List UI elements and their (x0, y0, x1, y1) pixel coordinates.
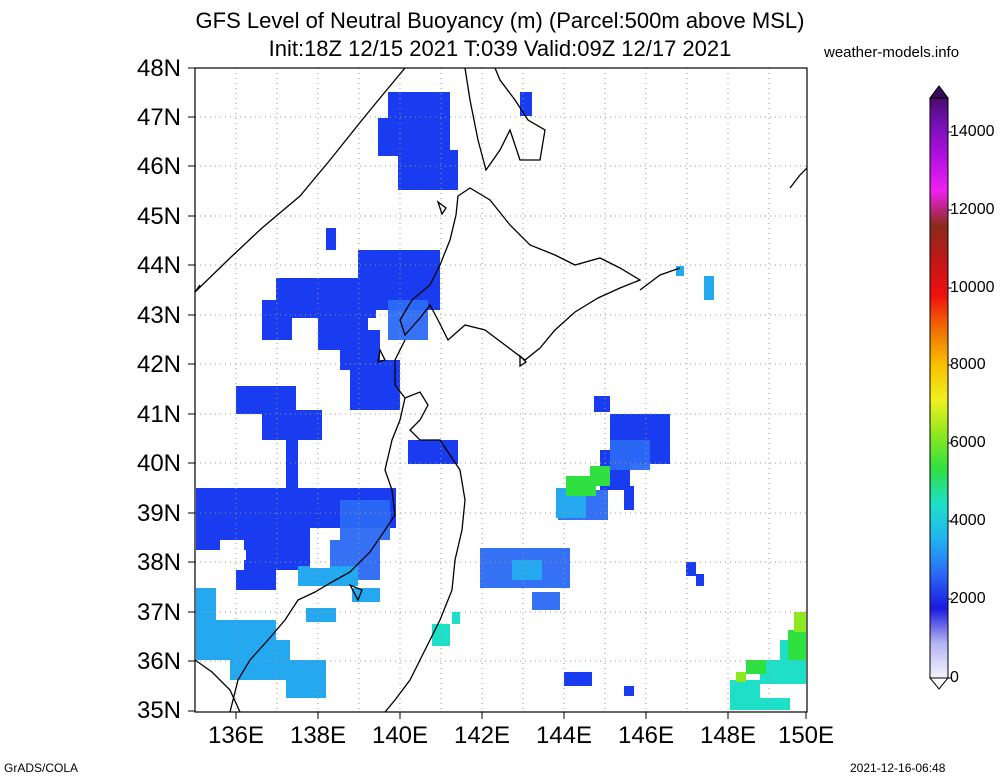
lat-label: 36N (136, 648, 181, 675)
colorbar-label: 10000 (950, 279, 995, 296)
colorbar-label: 0 (950, 669, 959, 686)
colorbar-label: 6000 (950, 434, 986, 451)
buoyancy-field (196, 92, 806, 710)
lat-label: 46N (136, 153, 181, 180)
lat-label: 35N (136, 697, 181, 724)
lat-label: 47N (136, 104, 181, 131)
colorbar-top-arrow (929, 85, 949, 99)
colorbar (928, 85, 952, 690)
colorbar-label: 8000 (950, 356, 986, 373)
lon-label: 136E (207, 722, 265, 749)
footer-software: GrADS/COLA (4, 761, 79, 775)
axis-ticks (188, 67, 807, 719)
lat-label: 41N (136, 401, 181, 428)
lat-label: 45N (136, 203, 181, 230)
lat-label: 48N (136, 55, 181, 82)
grid-lines (195, 68, 807, 712)
lon-label: 148E (699, 722, 757, 749)
lon-label: 138E (289, 722, 347, 749)
lat-label: 44N (136, 252, 181, 279)
colorbar-bottom-arrow (928, 677, 950, 690)
lat-label: 43N (136, 302, 181, 329)
site-credit: weather-models.info (824, 44, 960, 61)
map-subtitle: Init:18Z 12/15 2021 T:039 Valid:09Z 12/1… (268, 36, 732, 61)
map-title: GFS Level of Neutral Buoyancy (m) (Parce… (195, 8, 805, 33)
footer-timestamp: 2021-12-16-06:48 (850, 761, 946, 775)
colorbar-label: 2000 (950, 590, 986, 607)
plot-frame (194, 67, 808, 713)
colorbar-scale (929, 97, 949, 679)
lon-label: 146E (617, 722, 675, 749)
lat-label: 39N (136, 500, 181, 527)
lon-label: 144E (535, 722, 593, 749)
lat-label: 42N (136, 351, 181, 378)
lon-label: 150E (777, 722, 835, 749)
lat-label: 37N (136, 599, 181, 626)
lon-label: 140E (371, 722, 429, 749)
coastlines (195, 68, 807, 712)
colorbar-label: 14000 (950, 123, 995, 140)
lat-label: 38N (136, 549, 181, 576)
colorbar-label: 12000 (950, 201, 995, 218)
lon-label: 142E (453, 722, 511, 749)
colorbar-label: 4000 (950, 512, 986, 529)
lat-label: 40N (136, 450, 181, 477)
